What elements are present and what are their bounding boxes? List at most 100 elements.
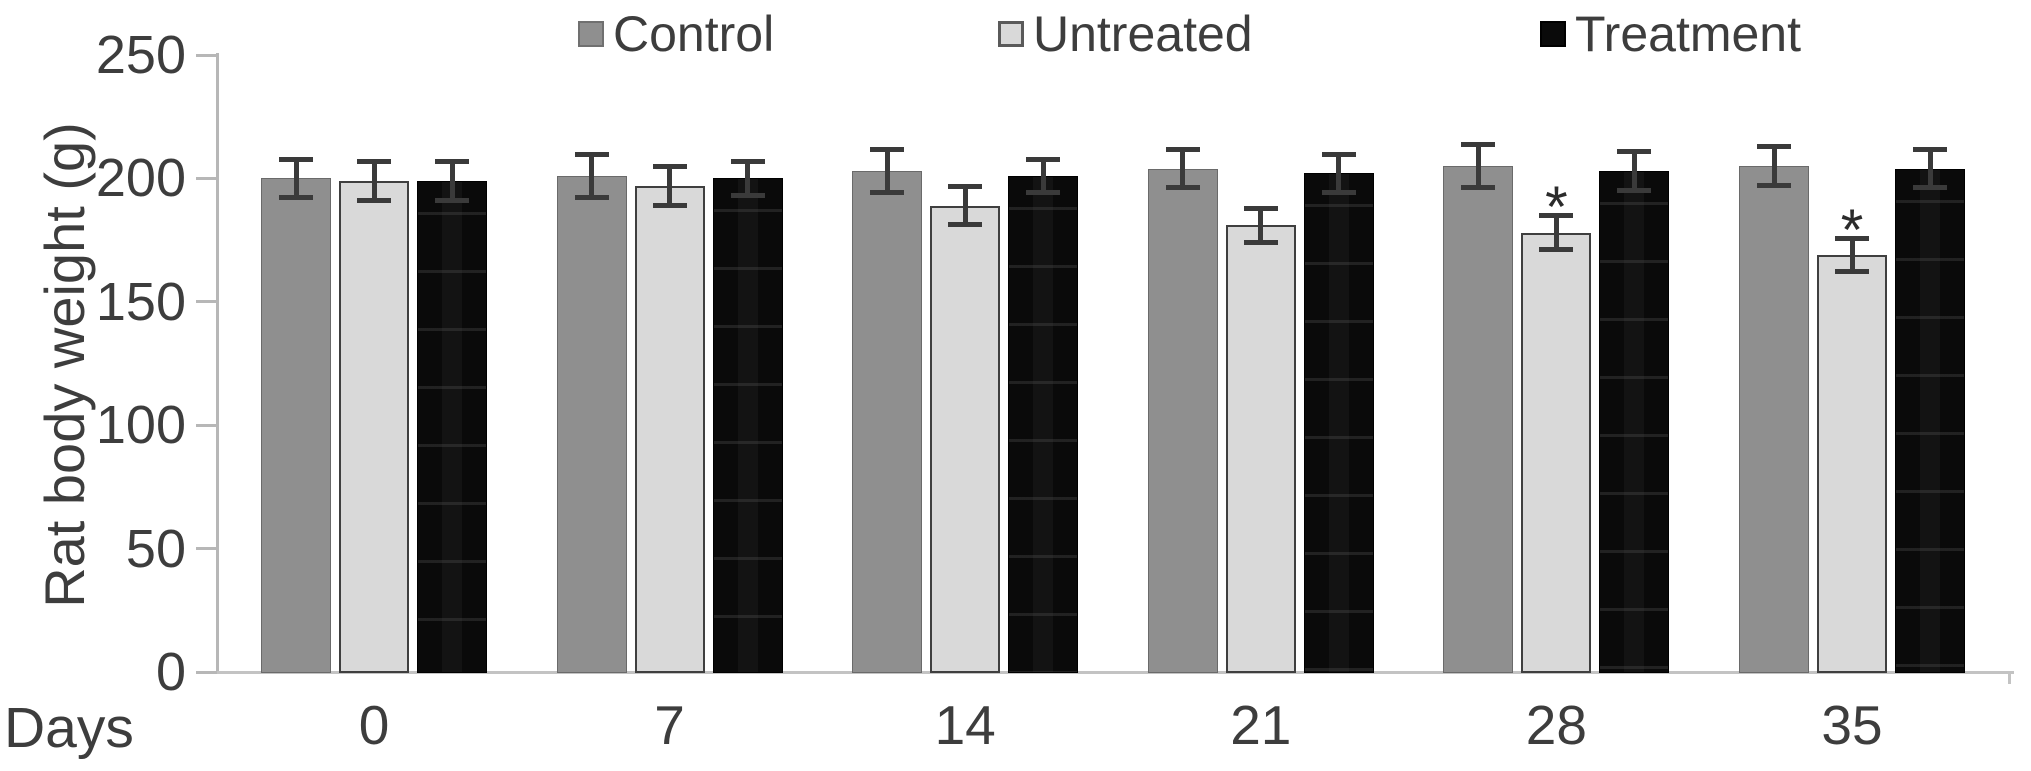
error-bar-untreated-day-0 (371, 161, 377, 201)
error-cap-top-treatment-day-14 (1026, 156, 1061, 162)
legend-item-untreated: Untreated (998, 6, 1253, 62)
y-tick-label-250: 250 (95, 25, 186, 85)
error-bar-treatment-day-0 (449, 161, 455, 201)
error-cap-top-control-day-21 (1165, 146, 1200, 152)
y-tick-mark-50 (196, 547, 217, 551)
error-cap-top-control-day-14 (870, 146, 905, 152)
bar-untreated-day-28 (1521, 232, 1592, 673)
error-cap-top-untreated-day-21 (1243, 206, 1278, 212)
bar-control-day-28 (1443, 166, 1514, 673)
legend-label-treatment: Treatment (1575, 6, 1802, 62)
error-bar-untreated-day-14 (962, 185, 968, 226)
legend-item-treatment: Treatment (1540, 6, 1801, 62)
bar-untreated-day-0 (339, 180, 409, 673)
error-bar-untreated-day-7 (667, 166, 673, 206)
error-bar-treatment-day-28 (1631, 151, 1637, 191)
error-bar-control-day-14 (884, 148, 890, 194)
legend-item-control: Control (578, 6, 774, 62)
error-cap-bottom-control-day-14 (870, 190, 905, 196)
bar-treatment-day-0 (417, 180, 487, 673)
error-cap-bottom-treatment-day-28 (1617, 187, 1652, 193)
x-axis-title: Days (4, 696, 134, 760)
error-cap-bottom-untreated-day-14 (948, 222, 983, 228)
error-cap-bottom-untreated-day-0 (357, 197, 391, 203)
error-cap-bottom-control-day-21 (1165, 185, 1200, 191)
y-tick-label-200: 200 (95, 148, 186, 209)
error-cap-bottom-treatment-day-14 (1026, 190, 1061, 196)
x-tick-label-day-28: 28 (1525, 694, 1587, 756)
bar-untreated-day-14 (930, 205, 1001, 673)
error-bar-treatment-day-7 (745, 161, 751, 196)
error-bar-treatment-day-21 (1336, 153, 1342, 194)
error-cap-bottom-treatment-day-21 (1321, 190, 1356, 196)
y-tick-label-100: 100 (95, 395, 186, 456)
error-bar-treatment-day-14 (1040, 158, 1046, 194)
y-tick-mark-200 (196, 176, 217, 180)
bar-untreated-day-35 (1817, 254, 1887, 673)
error-cap-top-control-day-0 (279, 156, 313, 162)
error-cap-top-control-day-35 (1757, 144, 1791, 150)
bar-treatment-day-21 (1303, 173, 1374, 673)
y-tick-label-150: 150 (95, 271, 186, 332)
significance-marker-untreated-day-35: * (1840, 197, 1864, 263)
error-bar-control-day-35 (1771, 146, 1777, 186)
error-bar-untreated-day-35 (1849, 237, 1855, 273)
significance-marker-untreated-day-28: * (1545, 175, 1568, 241)
error-cap-bottom-untreated-day-21 (1243, 239, 1278, 245)
bar-control-day-21 (1147, 168, 1218, 673)
y-tick-label-0: 0 (155, 642, 186, 702)
error-cap-top-treatment-day-0 (435, 159, 469, 165)
bar-control-day-14 (852, 170, 923, 673)
error-cap-top-treatment-day-21 (1321, 151, 1356, 157)
error-cap-top-untreated-day-28 (1539, 213, 1574, 219)
error-cap-bottom-untreated-day-28 (1539, 246, 1574, 252)
x-tick-label-day-14: 14 (934, 694, 996, 756)
x-axis-line (216, 671, 2014, 674)
error-bar-untreated-day-28 (1553, 215, 1559, 250)
error-cap-top-treatment-day-28 (1617, 149, 1652, 155)
x-tick-label-day-7: 7 (654, 694, 685, 756)
error-cap-bottom-control-day-7 (574, 195, 609, 201)
legend-marker-treatment-icon (1540, 21, 1566, 47)
y-tick-mark-150 (196, 300, 217, 304)
bar-treatment-day-7 (712, 178, 783, 673)
error-bar-control-day-7 (589, 153, 595, 199)
error-bar-untreated-day-21 (1258, 208, 1264, 243)
error-cap-bottom-untreated-day-7 (652, 202, 687, 208)
bar-untreated-day-21 (1225, 225, 1296, 673)
y-tick-mark-100 (196, 423, 217, 427)
y-axis-line (216, 53, 219, 673)
error-cap-top-treatment-day-7 (730, 159, 765, 165)
x-tick-label-day-35: 35 (1821, 694, 1883, 756)
bar-treatment-day-28 (1599, 170, 1670, 673)
bar-control-day-7 (556, 175, 627, 673)
bar-treatment-day-35 (1895, 168, 1965, 673)
legend-label-untreated: Untreated (1033, 6, 1253, 62)
bar-control-day-35 (1739, 166, 1809, 673)
x-tick-label-day-21: 21 (1230, 694, 1292, 756)
error-cap-bottom-untreated-day-35 (1835, 269, 1869, 275)
y-tick-mark-250 (196, 53, 217, 57)
error-cap-top-control-day-28 (1461, 141, 1496, 147)
x-axis-end-tick (2008, 671, 2011, 684)
error-cap-top-treatment-day-35 (1913, 146, 1947, 152)
error-cap-bottom-treatment-day-0 (435, 197, 469, 203)
bar-control-day-0 (261, 178, 331, 673)
legend-label-control: Control (613, 6, 775, 62)
x-tick-label-day-0: 0 (358, 694, 390, 756)
error-cap-bottom-control-day-0 (279, 195, 313, 201)
y-tick-label-50: 50 (125, 518, 186, 579)
error-cap-top-untreated-day-7 (652, 164, 687, 170)
bar-untreated-day-7 (634, 185, 705, 673)
legend-marker-untreated-icon (998, 21, 1024, 47)
error-bar-treatment-day-35 (1927, 148, 1933, 189)
error-bar-control-day-28 (1475, 143, 1481, 189)
y-tick-mark-0 (196, 670, 217, 674)
error-cap-top-untreated-day-14 (948, 183, 983, 189)
error-cap-top-untreated-day-35 (1835, 235, 1869, 241)
error-cap-top-untreated-day-0 (357, 159, 391, 165)
error-cap-bottom-treatment-day-7 (730, 192, 765, 198)
error-cap-bottom-control-day-35 (1757, 182, 1791, 188)
error-cap-bottom-treatment-day-35 (1913, 185, 1947, 191)
